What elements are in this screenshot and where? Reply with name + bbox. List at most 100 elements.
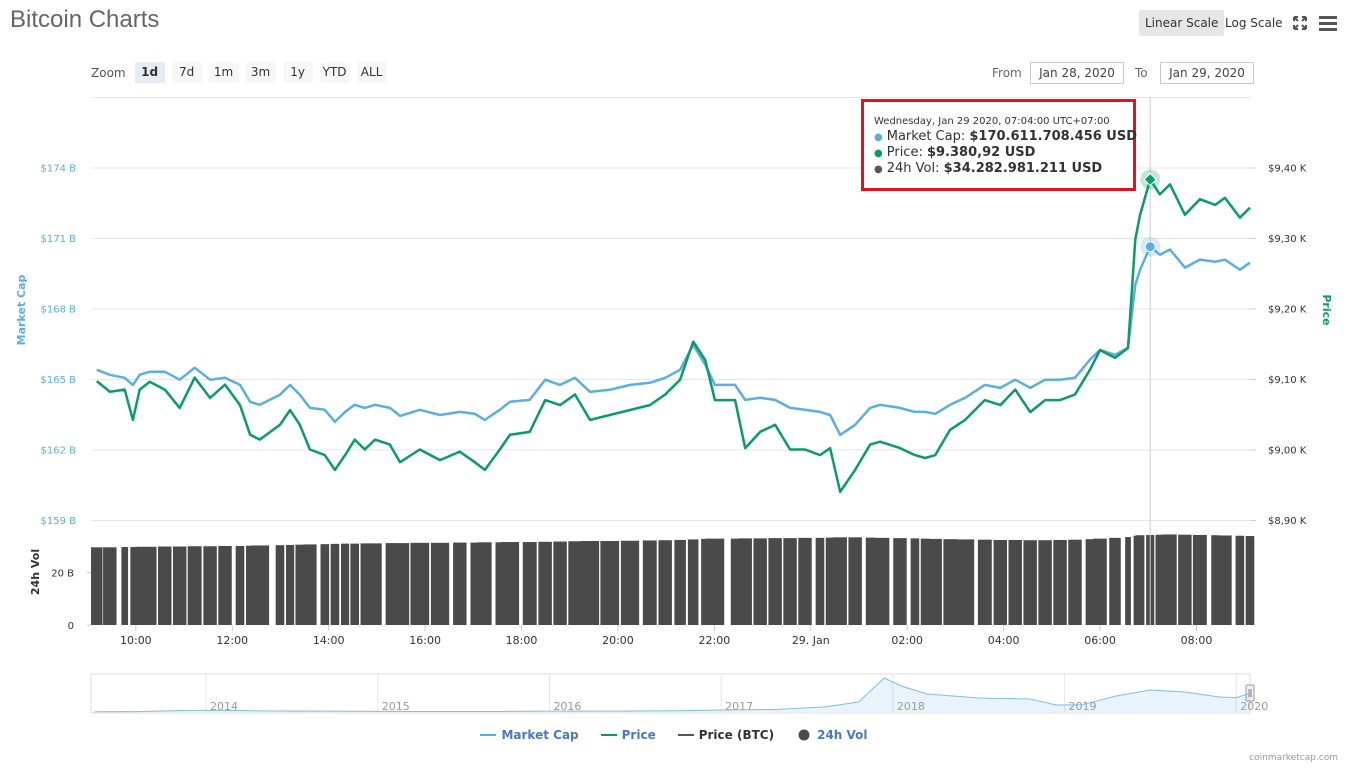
tooltip-date: Wednesday, Jan 29 2020, 07:04:00 UTC+07:… bbox=[874, 116, 1110, 127]
volume-bar bbox=[580, 541, 600, 625]
volume-bar bbox=[1245, 536, 1255, 625]
navigator-tick-label: 2015 bbox=[382, 700, 410, 713]
x-tick-label: 14:00 bbox=[313, 634, 345, 647]
to-input[interactable]: Jan 29, 2020 bbox=[1160, 62, 1254, 84]
zoom-button[interactable]: 1y bbox=[282, 62, 313, 83]
volume-bar bbox=[1235, 535, 1245, 625]
zoom-button[interactable]: 3m bbox=[245, 62, 276, 83]
series-line bbox=[96, 178, 1251, 494]
volume-bar bbox=[187, 546, 202, 625]
volume-bar bbox=[1023, 540, 1037, 625]
from-input[interactable]: Jan 28, 2020 bbox=[1030, 62, 1124, 84]
volume-bar bbox=[500, 542, 520, 625]
volume-bar bbox=[798, 537, 812, 625]
y2-tick-label: $9,30 K bbox=[1268, 234, 1307, 245]
volume-bar bbox=[865, 537, 875, 625]
from-label: From bbox=[992, 66, 1022, 80]
volume-bar bbox=[1155, 534, 1165, 625]
tooltip-label: 24h Vol: bbox=[886, 161, 940, 176]
legend-item[interactable]: Price (BTC) bbox=[677, 728, 774, 742]
volume-bar bbox=[768, 538, 782, 625]
scale-button[interactable]: Log Scale bbox=[1225, 16, 1283, 30]
legend-symbol bbox=[480, 734, 497, 736]
volume-bar bbox=[753, 538, 767, 625]
volume-bar bbox=[121, 547, 129, 625]
volume-bar bbox=[368, 543, 382, 625]
volume-bar bbox=[738, 538, 752, 625]
legend-marker bbox=[798, 729, 810, 741]
volume-bar bbox=[1008, 539, 1022, 625]
legend-item[interactable]: 24h Vol bbox=[796, 728, 868, 742]
volume-bar bbox=[600, 541, 620, 625]
volume-bar bbox=[158, 546, 172, 625]
y2-tick-label: $8,90 K bbox=[1268, 516, 1307, 527]
volume-bar bbox=[658, 540, 672, 625]
volume-bar bbox=[943, 539, 957, 625]
x-tick-label: 02:00 bbox=[891, 634, 923, 647]
y2-tick-label: $9,10 K bbox=[1268, 375, 1307, 386]
volume-bar bbox=[303, 544, 317, 625]
legend-label: Price bbox=[621, 728, 656, 742]
zoom-label: Zoom bbox=[91, 65, 126, 80]
volume-bar bbox=[410, 542, 430, 625]
legend-label: Market Cap bbox=[501, 728, 579, 742]
x-tick-label: 06:00 bbox=[1084, 634, 1116, 647]
volume-bar bbox=[203, 546, 217, 625]
volume-bar bbox=[977, 539, 992, 625]
volume-bar bbox=[538, 541, 552, 625]
fullscreen-icon[interactable] bbox=[1292, 15, 1308, 31]
volume-bar bbox=[730, 538, 740, 625]
volume-bar bbox=[330, 543, 340, 625]
y-tick-label: $159 B bbox=[41, 516, 77, 527]
volume-bar bbox=[955, 539, 975, 625]
legend: Market Cap Price Price (BTC) 24h Vol bbox=[0, 728, 1348, 742]
navigator-line bbox=[94, 677, 1251, 713]
volume-bar bbox=[430, 542, 450, 625]
volume-bar bbox=[350, 543, 360, 625]
menu-icon[interactable] bbox=[1318, 14, 1338, 32]
volume-bar bbox=[286, 544, 295, 625]
zoom-button[interactable]: ALL bbox=[356, 62, 387, 83]
zoom-button[interactable]: 7d bbox=[171, 62, 202, 83]
volume-bar bbox=[1163, 534, 1177, 625]
zoom-button[interactable]: 1d bbox=[134, 62, 165, 83]
legend-item[interactable]: Price bbox=[600, 728, 656, 742]
volume-bar bbox=[910, 538, 920, 625]
volume-bar bbox=[385, 543, 395, 625]
to-label: To bbox=[1135, 66, 1148, 80]
tooltip-dot: ● bbox=[874, 148, 883, 159]
volume-bar bbox=[701, 538, 710, 625]
y2-tick-label: $9,20 K bbox=[1268, 305, 1307, 316]
hover-marker bbox=[1143, 172, 1157, 187]
volume-bar bbox=[674, 539, 686, 625]
tooltip: Wednesday, Jan 29 2020, 07:04:00 UTC+07:… bbox=[861, 99, 1138, 191]
volume-bar bbox=[522, 542, 537, 625]
navigator-tick-label: 2016 bbox=[553, 700, 581, 713]
credit: coinmarketcap.com bbox=[1249, 753, 1338, 763]
volume-bar bbox=[478, 542, 492, 625]
navigator-handle[interactable] bbox=[1245, 684, 1255, 702]
volume-bar bbox=[341, 543, 350, 625]
y-tick-label: $162 B bbox=[41, 446, 77, 457]
volume-bar bbox=[783, 538, 797, 625]
volume-bar bbox=[568, 541, 582, 625]
zoom-button[interactable]: 1m bbox=[208, 62, 239, 83]
x-tick-label: 12:00 bbox=[216, 634, 248, 647]
zoom-button[interactable]: YTD bbox=[319, 62, 350, 83]
x-tick-label: 16:00 bbox=[409, 634, 441, 647]
volume-bar bbox=[928, 538, 942, 625]
legend-symbol bbox=[798, 729, 810, 741]
tooltip-value: $170.611.708.456 USD bbox=[969, 129, 1138, 144]
navigator-area bbox=[94, 678, 1250, 712]
y-tick-label: $171 B bbox=[41, 234, 77, 245]
volume-bar bbox=[1178, 534, 1192, 625]
tooltip-row: ● Price: $9.380,92 USD bbox=[874, 145, 1133, 161]
y-tick-label: $174 B bbox=[41, 164, 77, 175]
volume-bar bbox=[1093, 538, 1107, 625]
scale-button[interactable]: Linear Scale bbox=[1139, 10, 1225, 36]
volume-bar bbox=[1192, 534, 1207, 625]
volume-bar bbox=[390, 543, 410, 625]
legend-item[interactable]: Market Cap bbox=[480, 728, 579, 742]
volume-bar bbox=[1135, 535, 1145, 625]
x-tick-label: 10:00 bbox=[120, 634, 152, 647]
